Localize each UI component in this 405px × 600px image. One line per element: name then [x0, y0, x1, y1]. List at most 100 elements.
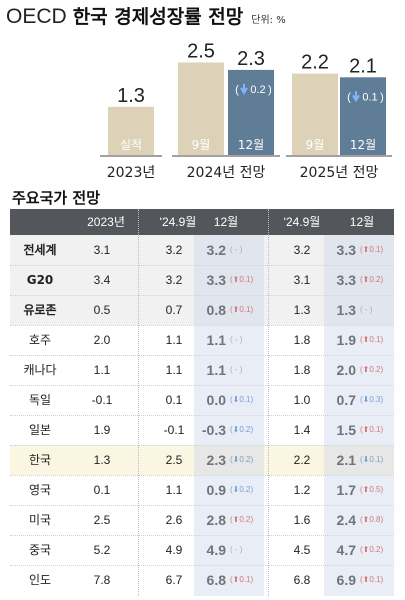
change-2024: ( - ) [230, 245, 243, 254]
bar [108, 106, 154, 155]
country-name: 미국 [28, 513, 52, 527]
up-arrow-icon: ⬆ [232, 515, 240, 524]
up-arrow-icon: ⬆ [362, 365, 370, 374]
title-oecd: OECD [6, 5, 67, 28]
december-column-shade [194, 235, 264, 596]
value-2023: 0.5 [93, 303, 111, 317]
value-2024-dec: 1.1 [206, 362, 226, 378]
country-name: G20 [26, 273, 54, 287]
change-2025: (⬆0.1) [360, 335, 384, 344]
bar-category-label: 9월 [192, 138, 211, 152]
down-arrow-icon: ⬇ [362, 395, 370, 404]
table-row: G20 3.4 3.2 3.3 (⬆0.1) 3.1 3.3 (⬆0.2) [10, 265, 394, 295]
value-2023: 3.4 [93, 273, 111, 287]
change-2025: (⬆0.1) [360, 245, 384, 254]
table-row: 영국 0.1 1.1 0.9 (⬇0.2) 1.2 1.7 (⬆0.5) [10, 475, 394, 505]
value-2024-dec: -0.3 [201, 422, 226, 438]
table-row: 독일 -0.1 0.1 0.0 (⬇0.1) 1.0 0.7 (⬇0.3) [10, 385, 394, 415]
bar-category-label: 실적 [120, 138, 142, 152]
up-arrow-icon: ⬆ [232, 305, 240, 314]
value-2024-dec: 2.3 [206, 452, 226, 468]
value-2024-dec: 3.3 [206, 272, 226, 288]
row-divider [10, 475, 394, 476]
group-label: 2025년 전망 [300, 165, 379, 181]
bar-value-label: 2.1 [349, 55, 377, 77]
value-2024-dec: 6.8 [206, 572, 226, 588]
bar [228, 69, 274, 155]
bar-value-label: 2.2 [301, 52, 329, 74]
row-divider [10, 385, 394, 386]
value-2024-dec: 2.8 [206, 512, 226, 528]
up-arrow-icon: ⬆ [362, 425, 370, 434]
bar-value-label: 2.5 [187, 41, 215, 63]
bar [340, 77, 386, 155]
down-arrow-icon: ⬇ [232, 455, 240, 464]
change-2025: (⬆0.2) [360, 275, 384, 284]
value-2024-sep: 3.2 [165, 273, 183, 287]
change-2024: (⬇0.2) [230, 425, 254, 434]
value-2025-dec: 4.7 [336, 542, 356, 558]
bar-category-label: 12월 [350, 138, 376, 152]
value-2025-dec: 1.7 [336, 482, 356, 498]
change-2025: (⬆0.8) [360, 515, 384, 524]
value-2025-dec: 0.7 [336, 392, 356, 408]
change-2024: (⬇0.1) [230, 395, 254, 404]
country-name: 전세계 [23, 243, 57, 257]
table-row: 전세계 3.1 3.2 3.2 ( - ) 3.2 3.3 (⬆0.1) [10, 235, 394, 265]
change-2024: (⬆0.2) [230, 515, 254, 524]
down-arrow-icon: ⬇ [232, 395, 240, 404]
column-divider [268, 235, 269, 596]
change-2025: ( - ) [360, 305, 373, 314]
value-2025-sep: 1.3 [293, 303, 311, 317]
column-header: '24.9월 [283, 215, 321, 229]
value-2023: 3.1 [93, 243, 111, 257]
up-arrow-icon: ⬆ [362, 335, 370, 344]
change-paren: ( [347, 91, 351, 103]
change-paren: ) [380, 91, 384, 103]
column-header: '24.9월 [159, 215, 197, 229]
value-2023: 0.1 [93, 483, 111, 497]
bar [292, 73, 338, 155]
down-arrow-icon [240, 83, 248, 95]
value-2024-sep: 3.2 [165, 243, 183, 257]
value-2024-sep: 1.1 [165, 363, 183, 377]
country-name: 일본 [28, 423, 52, 437]
value-2023: 2.5 [93, 513, 111, 527]
value-2023: 1.3 [93, 453, 111, 467]
change-paren: ( [235, 84, 239, 96]
header-divider [138, 209, 139, 235]
value-2024-sep: 4.9 [165, 543, 183, 557]
row-divider [10, 265, 394, 266]
change-2025: (⬆0.2) [360, 365, 384, 374]
table-row: 캐나다 1.1 1.1 1.1 ( - ) 1.8 2.0 (⬆0.2) [10, 355, 394, 385]
table-row: 호주 2.0 1.1 1.1 ( - ) 1.8 1.9 (⬆0.1) [10, 325, 394, 355]
bar-value-label: 2.3 [237, 48, 265, 70]
value-2025-sep: 1.6 [293, 513, 311, 527]
value-2025-dec: 3.3 [336, 272, 356, 288]
change-2025: (⬆0.5) [360, 485, 384, 494]
value-2024-dec: 3.2 [206, 242, 226, 258]
row-divider [10, 505, 394, 506]
change-value: 0.1 [362, 91, 377, 103]
change-2024: (⬇0.2) [230, 485, 254, 494]
column-header: 12월 [349, 215, 375, 229]
column-divider [138, 235, 139, 596]
country-name: 유로존 [23, 303, 57, 317]
down-arrow-icon: ⬇ [232, 425, 240, 434]
country-name: 캐나다 [23, 363, 57, 377]
change-2025: (⬆0.1) [360, 425, 384, 434]
value-2025-dec: 2.0 [336, 362, 356, 378]
value-2024-sep: 1.1 [165, 483, 183, 497]
row-divider [10, 535, 394, 536]
value-2025-sep: 1.0 [293, 393, 311, 407]
value-2023: 1.9 [93, 423, 111, 437]
value-2023: 2.0 [93, 333, 111, 347]
table-row: 인도 7.8 6.7 6.8 (⬆0.1) 6.8 6.9 (⬆0.1) [10, 565, 394, 595]
value-2024-sep: 1.1 [165, 333, 183, 347]
column-header [10, 209, 70, 235]
column-header: 12월 [213, 215, 239, 229]
value-2025-dec: 2.1 [336, 452, 356, 468]
value-2024-dec: 1.1 [206, 332, 226, 348]
row-divider [10, 325, 394, 326]
change-2024: (⬇0.2) [230, 455, 254, 464]
